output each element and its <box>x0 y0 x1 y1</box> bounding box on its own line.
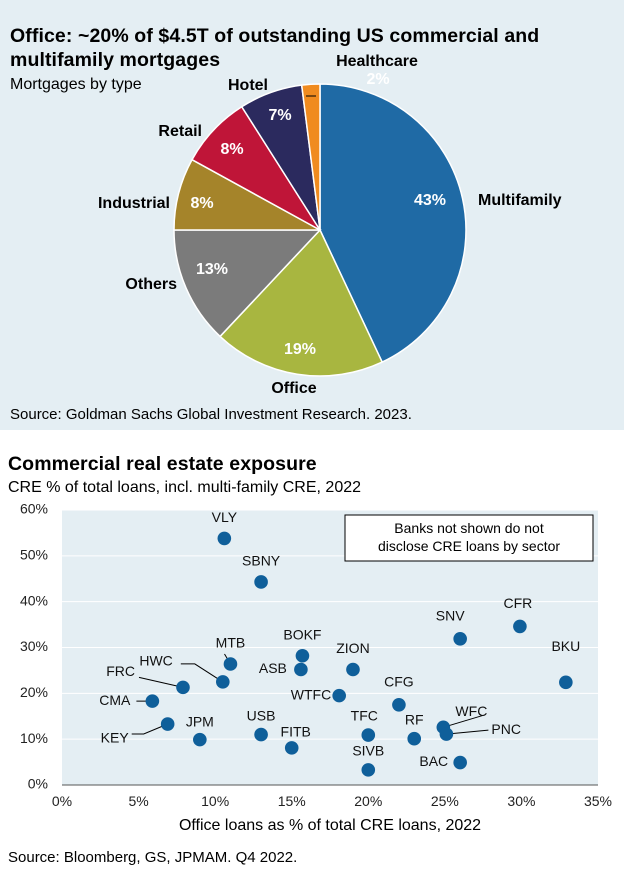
y-tick-label: 50% <box>20 547 48 563</box>
point-label-asb: ASB <box>259 660 287 676</box>
point-key <box>160 717 175 731</box>
point-asb <box>294 662 308 677</box>
point-jpm <box>193 732 207 747</box>
pie-pct-label-retail: 8% <box>220 141 243 158</box>
pie-chart: 43% Multifamily 19% Office 13% Others 8% Indust… <box>98 53 562 397</box>
point-hwc <box>216 675 230 689</box>
point-label-cfr: CFR <box>504 595 533 611</box>
x-tick-label: 35% <box>584 793 612 809</box>
point-bokf <box>295 648 310 663</box>
point-label-hwc: HWC <box>139 653 172 669</box>
point-label-vly: VLY <box>212 509 238 525</box>
point-label-zion: ZION <box>336 640 369 656</box>
point-label-frc: FRC <box>106 663 135 679</box>
note-text-line: disclose CRE loans by sector <box>378 538 560 554</box>
pie-pct-label-multifamily: 43% <box>414 192 446 209</box>
pie-slice-label-retail: Retail <box>158 123 202 140</box>
pie-pct-label-hotel: 7% <box>268 107 291 124</box>
x-tick-label: 5% <box>128 793 148 809</box>
pie-slice-label-healthcare: Healthcare <box>336 53 418 70</box>
point-mtb <box>223 657 238 671</box>
leader-line-hwc <box>180 663 224 683</box>
x-tick-label: 15% <box>278 793 306 809</box>
point-label-wtfc: WTFC <box>291 686 331 702</box>
point-frc <box>176 680 190 695</box>
point-bku <box>559 675 573 690</box>
point-label-key: KEY <box>101 730 130 746</box>
point-sivb <box>361 763 376 777</box>
point-label-fitb: FITB <box>281 724 311 740</box>
point-label-rf: RF <box>405 711 424 727</box>
pie-slice-multifamily <box>319 83 467 364</box>
point-label-tfc: TFC <box>351 708 378 724</box>
pie-pct-label-office: 19% <box>284 341 316 358</box>
y-tick-label: 60% <box>20 501 48 517</box>
pie-slice-label-hotel: Hotel <box>228 77 268 94</box>
point-label-bku: BKU <box>551 638 580 654</box>
scatter-chart-panel: 0% 10% 20% 30% 40% 50% 60% 0% 5% 10% 15% 20% 25% 30% 3… <box>0 440 624 886</box>
pie-slice-label-industrial: Industrial <box>98 195 170 212</box>
pie-slice-others <box>173 229 322 338</box>
scatter-chart-title: Commercial real estate exposure <box>8 453 317 475</box>
scatter-chart: 0% 10% 20% 30% 40% 50% 60% 0% 5% 10% 15% 20% 25% 30% 3… <box>20 501 612 834</box>
x-tick-label: 20% <box>354 793 382 809</box>
point-label-sbny: SBNY <box>242 553 281 569</box>
leader-line-key <box>131 723 168 735</box>
point-cfg <box>392 697 406 712</box>
pie-pct-label-industrial: 8% <box>190 195 213 212</box>
point-label-pnc: PNC <box>491 721 521 737</box>
pie-pct-label-others: 13% <box>196 261 228 278</box>
pie-pct-label-healthcare: 2% <box>366 71 389 88</box>
scatter-chart-subtitle: CRE % of total loans, incl. multi-family… <box>8 479 362 496</box>
y-tick-label: 30% <box>20 638 48 654</box>
pie-chart-panel: 43% Multifamily 19% Office 13% Others 8% Indust… <box>0 0 624 430</box>
leader-line-pnc <box>446 729 489 735</box>
point-label-sivb: SIVB <box>352 743 384 759</box>
point-snv <box>453 631 467 646</box>
point-wtfc <box>332 688 346 703</box>
note-text-line: Banks not shown do not <box>394 520 544 536</box>
pie-chart-source: Source: Goldman Sachs Global Investment … <box>10 406 412 423</box>
scatter-chart-source: Source: Bloomberg, GS, JPMAM. Q4 2022. <box>8 849 298 866</box>
point-label-bac: BAC <box>419 753 448 769</box>
y-tick-label: 10% <box>20 730 48 746</box>
point-label-mtb: MTB <box>216 635 246 651</box>
pie-slice-label-multifamily: Multifamily <box>478 192 562 209</box>
x-tick-label: 25% <box>431 793 459 809</box>
pie-chart-title: Office: ~20% of $4.5T of outstanding US … <box>10 25 540 71</box>
point-label-snv: SNV <box>436 607 465 623</box>
x-axis-title: Office loans as % of total CRE loans, 20… <box>179 817 481 834</box>
pie-slice-healthcare <box>300 83 321 231</box>
pie-chart-subtitle: Mortgages by type <box>10 76 142 93</box>
point-label-jpm: JPM <box>186 713 214 729</box>
pie-slice-label-office: Office <box>271 380 316 397</box>
point-pnc <box>439 727 454 741</box>
point-bac <box>453 755 467 770</box>
point-label-usb: USB <box>247 707 276 723</box>
x-tick-label: 10% <box>201 793 229 809</box>
point-sbny <box>254 575 268 589</box>
point-tfc <box>361 728 376 742</box>
x-tick-label: 0% <box>52 793 72 809</box>
y-tick-label: 0% <box>28 776 48 792</box>
y-tick-label: 20% <box>20 684 48 700</box>
point-label-cma: CMA <box>99 692 131 708</box>
point-cma <box>145 694 160 708</box>
leader-line-frc <box>138 676 184 688</box>
pie-slice-label-others: Others <box>125 276 177 293</box>
point-vly <box>217 531 232 546</box>
point-zion <box>346 662 360 677</box>
point-cfr <box>513 619 527 634</box>
point-rf <box>407 731 422 746</box>
point-fitb <box>284 741 299 755</box>
point-label-wfc: WFC <box>455 703 487 719</box>
x-tick-label: 30% <box>507 793 535 809</box>
point-usb <box>254 727 268 742</box>
point-label-cfg: CFG <box>384 673 414 689</box>
y-tick-label: 40% <box>20 592 48 608</box>
leader-line-wfc <box>443 714 484 728</box>
pie-slice-office <box>218 228 384 377</box>
point-label-bokf: BOKF <box>283 626 321 642</box>
note-box: Banks not shown do not disclose CRE loans… <box>344 514 594 562</box>
